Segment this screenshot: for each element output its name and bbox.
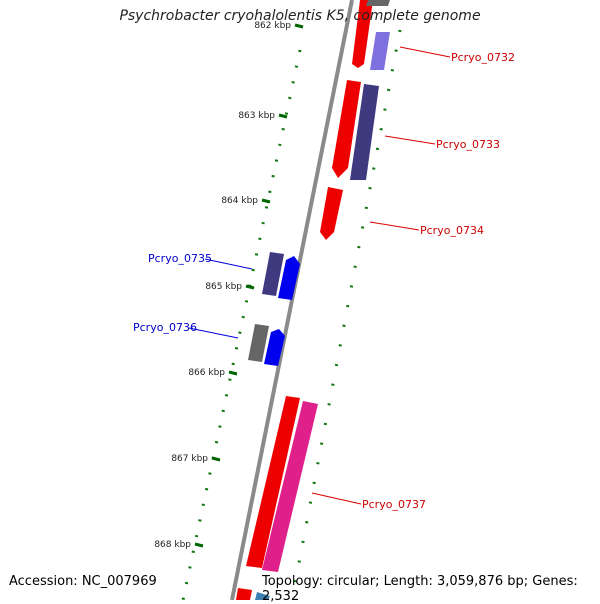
gene-Pcryo_0736[interactable]	[248, 324, 285, 366]
tick-label: 863 kbp	[238, 111, 275, 121]
tick-label: 866 kbp	[188, 368, 225, 378]
tick-mark	[211, 456, 221, 462]
cog-block	[262, 252, 284, 296]
gene-Pcryo_0732[interactable]	[352, 0, 390, 70]
cog-teal-block	[255, 592, 270, 600]
connector-Pcryo_0732	[399, 46, 451, 58]
gene-Pcryo_0734[interactable]	[320, 187, 343, 240]
tick-mark	[278, 113, 288, 119]
tick-mark	[194, 542, 204, 548]
tick-label: 867 kbp	[171, 454, 208, 464]
gene-label-Pcryo_0736[interactable]: Pcryo_0736	[133, 321, 197, 334]
cog-pink-block	[262, 401, 318, 572]
gene-label-Pcryo_0737[interactable]: Pcryo_0737	[362, 498, 426, 511]
cog-gray-block	[248, 324, 269, 362]
accession-text: Accession: NC_007969	[9, 574, 157, 589]
cds-forward-block	[352, 0, 373, 68]
map-title: Psychrobacter cryohalolentis K5, complet…	[119, 8, 481, 24]
connector-Pcryo_0733	[384, 135, 436, 145]
gene-label-Pcryo_0733[interactable]: Pcryo_0733	[436, 138, 500, 151]
gene-Pcryo_0733[interactable]	[332, 80, 379, 180]
cog-gray-block	[366, 0, 390, 6]
tick-mark	[294, 23, 304, 29]
gene-next	[236, 588, 270, 600]
tick-label: 864 kbp	[221, 196, 258, 206]
cds-forward-block	[246, 396, 300, 568]
tick-mark	[228, 370, 238, 376]
connector-Pcryo_0736	[188, 327, 239, 339]
connector-Pcryo_0737	[311, 492, 362, 505]
cog-block	[350, 84, 379, 180]
connector-Pcryo_0735	[204, 258, 253, 270]
connector-Pcryo_0734	[369, 221, 420, 231]
tick-mark	[261, 198, 271, 204]
tick-label: 865 kbp	[205, 282, 242, 292]
cds-forward-block	[236, 588, 252, 600]
gene-label-Pcryo_0732[interactable]: Pcryo_0732	[451, 51, 515, 64]
cog-block	[370, 32, 390, 70]
tick-label: 868 kbp	[154, 540, 191, 550]
tick-mark	[245, 284, 255, 290]
cds-reverse-block	[264, 329, 285, 366]
cds-reverse-block	[278, 256, 300, 300]
cds-forward-block	[332, 80, 361, 178]
gene-label-Pcryo_0735[interactable]: Pcryo_0735	[148, 252, 212, 265]
tick-layer: 862 kbp 863 kbp 864 kbp 865 kbp 866 kbp 867 k…	[154, 21, 304, 550]
tick-label: 862 kbp	[254, 21, 291, 31]
gene-label-Pcryo_0734[interactable]: Pcryo_0734	[420, 224, 484, 237]
gene-Pcryo_0737[interactable]	[246, 396, 318, 572]
gene-Pcryo_0735[interactable]	[262, 252, 300, 300]
cds-forward-block	[320, 187, 343, 240]
